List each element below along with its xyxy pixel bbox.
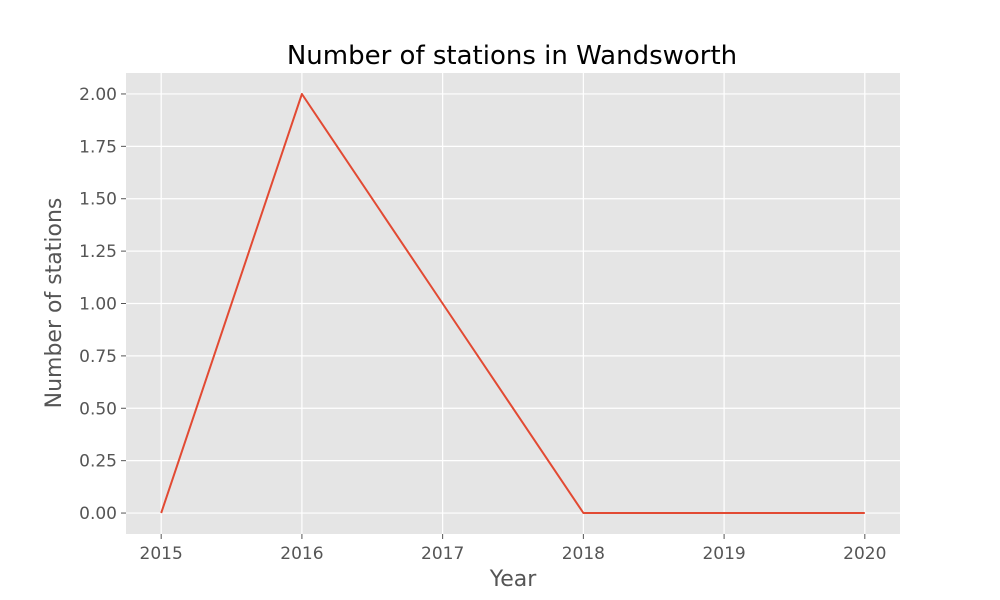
- y-tick-label: 0.25: [79, 452, 117, 472]
- y-tick-label: 1.75: [79, 137, 117, 157]
- x-tick-label: 2015: [140, 544, 183, 564]
- y-tick-label: 1.25: [79, 242, 117, 262]
- x-tick-label: 2019: [702, 544, 745, 564]
- y-tick-label: 1.00: [79, 295, 117, 315]
- x-tick-label: 2016: [280, 544, 323, 564]
- axis-ticks: 0.00 0.25 0.50 0.75 1.00 1.25 1.50 1.75 2.00 2015…: [79, 85, 886, 564]
- x-axis-label: Year: [489, 567, 538, 592]
- y-axis-label: Number of stations: [42, 198, 67, 409]
- series-layer: [160, 93, 865, 514]
- y-tick-label: 1.50: [79, 190, 117, 210]
- x-tick-label: 2020: [843, 544, 886, 564]
- y-tick-label: 0.50: [79, 399, 117, 419]
- y-tick-label: 2.00: [79, 85, 117, 105]
- x-tick-label: 2017: [421, 544, 464, 564]
- x-tick-label: 2018: [562, 544, 605, 564]
- chart-title: Number of stations in Wandsworth: [287, 41, 737, 71]
- series-line: [160, 93, 865, 514]
- y-tick-label: 0.00: [79, 504, 117, 524]
- y-tick-label: 0.75: [79, 347, 117, 367]
